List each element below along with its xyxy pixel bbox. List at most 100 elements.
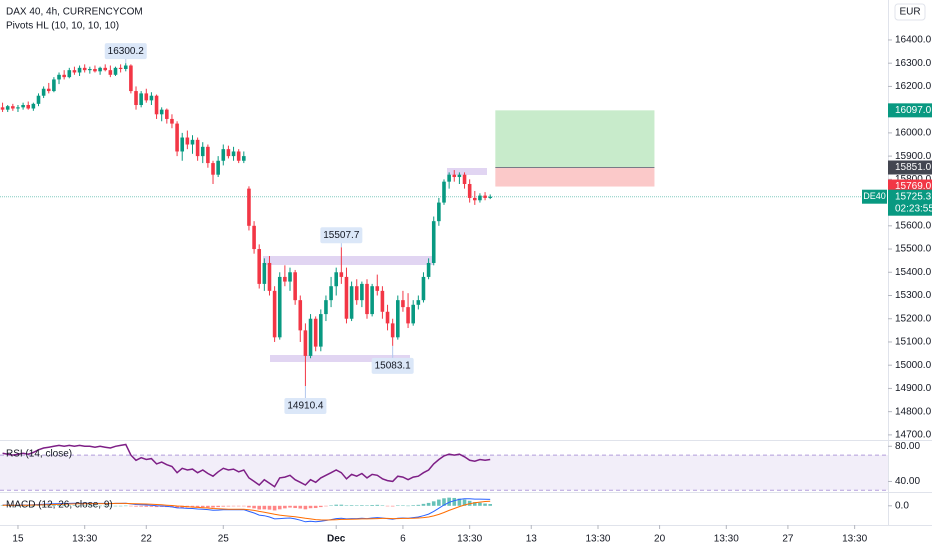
- macd-histogram-bar: [46, 505, 51, 506]
- candle-body: [303, 330, 308, 356]
- y-tick-label: 40.00: [895, 476, 920, 487]
- macd-histogram-bar: [0, 505, 5, 506]
- x-tick-label: 13: [526, 534, 538, 545]
- macd-histogram-bar: [113, 505, 118, 507]
- candle-body: [288, 272, 292, 282]
- candle-body: [385, 311, 390, 324]
- macd-histogram-bar: [221, 505, 226, 507]
- x-tick-label: 13:30: [457, 534, 482, 545]
- candle-body: [365, 283, 369, 315]
- profit-zone: [495, 110, 655, 168]
- macd-histogram-bar: [401, 505, 405, 506]
- y-tick-label: 15100.0: [895, 337, 932, 348]
- candle-body: [72, 70, 77, 73]
- candle-body: [349, 286, 354, 319]
- x-tick-label: 25: [218, 534, 230, 545]
- candle-body: [247, 188, 251, 226]
- y-tick-label: 14800.0: [895, 406, 932, 417]
- symbol-tag: [862, 189, 887, 204]
- candle-body: [21, 105, 25, 108]
- macd-histogram-bar: [41, 505, 46, 506]
- candle-body: [380, 290, 385, 312]
- macd-histogram-bar: [293, 505, 297, 509]
- candle-body: [190, 139, 195, 145]
- macd-histogram-bar: [421, 503, 426, 506]
- candle-body: [360, 283, 364, 301]
- candle-body: [82, 67, 87, 71]
- macd-histogram-bar: [426, 502, 431, 506]
- macd-histogram-bar: [72, 505, 77, 506]
- macd-histogram-bar: [226, 505, 231, 507]
- candle-body: [165, 109, 169, 119]
- macd-histogram-bar: [149, 505, 154, 507]
- candle-body: [185, 137, 190, 145]
- macd-histogram-bar: [339, 504, 344, 506]
- macd-histogram-bar: [139, 505, 143, 507]
- macd-histogram-bar: [298, 505, 303, 509]
- candle-body: [154, 95, 159, 115]
- candle-body: [195, 139, 200, 157]
- candle-body: [77, 67, 82, 73]
- macd-histogram-bar: [216, 505, 220, 508]
- candle-body: [298, 300, 303, 331]
- pivot-label-box: [320, 227, 363, 244]
- pivot-zone: [270, 355, 410, 362]
- candle-body: [134, 91, 138, 106]
- candle-body: [283, 276, 287, 282]
- y-tick-label: 16300.0: [895, 58, 932, 69]
- candle-body: [462, 174, 467, 184]
- candle-body: [457, 174, 462, 178]
- macd-histogram-bar: [190, 505, 195, 508]
- y-tick-label: 15000.0: [895, 360, 932, 371]
- pivot-label: 14910.4: [287, 401, 324, 412]
- macd-histogram-bar: [134, 505, 138, 507]
- candle-body: [267, 262, 272, 291]
- macd-histogram-bar: [82, 505, 87, 506]
- y-tick-label: 15300.0: [895, 290, 932, 301]
- macd-histogram-bar: [390, 505, 395, 507]
- macd-histogram-bar: [21, 505, 25, 507]
- macd-histogram-bar: [123, 505, 128, 507]
- macd-histogram-bar: [406, 505, 410, 507]
- candle-body: [170, 118, 174, 124]
- y-tick-label: 16000.0: [895, 128, 932, 139]
- rsi-band: [0, 455, 888, 491]
- x-tick-label: Dec: [327, 534, 346, 545]
- candle-body: [344, 276, 349, 319]
- candle-body: [200, 146, 205, 157]
- macd-histogram-bar: [462, 499, 467, 506]
- y-tick-label: 14900.0: [895, 383, 932, 394]
- macd-histogram-bar: [272, 505, 277, 511]
- price-tag: [888, 160, 932, 175]
- macd-histogram-bar: [478, 502, 482, 506]
- x-tick-label: 27: [782, 534, 794, 545]
- candle-body: [113, 67, 118, 75]
- y-tick-label: 16400.0: [895, 35, 932, 46]
- macd-histogram-bar: [431, 501, 436, 506]
- macd-histogram-bar: [473, 502, 477, 506]
- macd-histogram-bar: [308, 505, 313, 509]
- candle-body: [180, 137, 185, 152]
- candle-body: [216, 160, 220, 175]
- macd-histogram-bar: [375, 504, 380, 506]
- macd-histogram-bar: [354, 505, 359, 506]
- candle-body: [236, 151, 241, 161]
- macd-histogram-bar: [329, 505, 333, 506]
- macd-histogram-bar: [93, 505, 97, 507]
- macd-histogram-bar: [31, 505, 36, 507]
- candle-body: [108, 70, 113, 75]
- currency-box: [894, 3, 926, 21]
- candle-body: [62, 74, 66, 78]
- candle-body: [416, 300, 421, 305]
- symbol-label: DE40: [863, 191, 886, 201]
- pivot-zone: [447, 168, 487, 175]
- macd-histogram-bar: [206, 505, 210, 508]
- candle-body: [5, 106, 10, 110]
- chart-title: DAX 40, 4h, CURRENCYCOM: [6, 7, 143, 18]
- candle-body: [313, 318, 318, 347]
- macd-histogram-bar: [200, 505, 205, 508]
- candle-body: [46, 88, 51, 92]
- pivot-label: 16300.2: [108, 46, 145, 57]
- x-tick-label: 15: [12, 534, 24, 545]
- macd-histogram-bar: [277, 505, 282, 510]
